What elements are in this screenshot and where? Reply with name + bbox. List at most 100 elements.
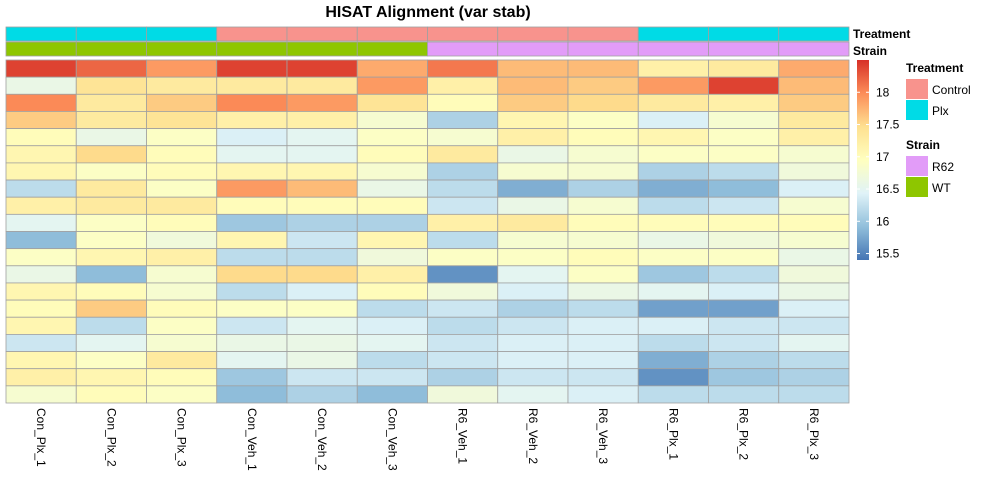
heatmap-cell [75, 333, 147, 352]
heatmap-cell [637, 368, 709, 387]
heatmap-cell [708, 282, 780, 301]
strain-annotation-cell [5, 41, 77, 57]
heatmap-cell [5, 145, 77, 164]
treatment-annotation-cell [146, 26, 218, 42]
heatmap-cell [708, 351, 780, 370]
heatmap-cell [286, 248, 358, 267]
treatment-annotation-cell [778, 26, 850, 42]
heatmap-cell [637, 385, 709, 404]
strain-annotation-label: Strain [853, 44, 887, 58]
heatmap-cell [637, 59, 709, 78]
heatmap-cell [5, 76, 77, 95]
heatmap-cell [75, 213, 147, 232]
heatmap-cell [427, 299, 499, 318]
heatmap-cell [146, 213, 218, 232]
heatmap-cell [216, 179, 288, 198]
heatmap-cell [708, 76, 780, 95]
heatmap-cell [778, 385, 850, 404]
heatmap-cell [637, 282, 709, 301]
heatmap-cell [778, 162, 850, 181]
heatmap-cell [146, 282, 218, 301]
heatmap-cell [356, 282, 428, 301]
heatmap-cell [497, 145, 569, 164]
heatmap-cell [5, 351, 77, 370]
column-label: Con_Veh_1 [245, 408, 259, 471]
heatmap-cell [427, 59, 499, 78]
heatmap-cell [356, 213, 428, 232]
heatmap-cell [567, 265, 639, 284]
treatment-annotation-label: Treatment [853, 27, 910, 41]
heatmap-cell [75, 179, 147, 198]
heatmap-cell [216, 76, 288, 95]
heatmap-cell [427, 111, 499, 129]
heatmap-cell [708, 93, 780, 112]
heatmap-cell [567, 213, 639, 232]
heatmap-cell [427, 351, 499, 370]
heatmap-cell [286, 93, 358, 112]
heatmap-cell [778, 111, 850, 129]
heatmap-cell [146, 111, 218, 129]
heatmap-cell [497, 196, 569, 215]
heatmap-cell [146, 59, 218, 78]
heatmap-cell [5, 231, 77, 250]
heatmap-cell [708, 231, 780, 250]
heatmap-cell [567, 282, 639, 301]
heatmap-cell [75, 368, 147, 387]
heatmap-cell [708, 145, 780, 164]
heatmap-cell [216, 231, 288, 250]
heatmap-cell [778, 59, 850, 78]
heatmap-cell [427, 333, 499, 352]
heatmap-cell [75, 351, 147, 370]
heatmap-cell [216, 368, 288, 387]
heatmap-cell [356, 76, 428, 95]
heatmap-cell [567, 248, 639, 267]
heatmap-cell [427, 248, 499, 267]
heatmap-cell [497, 333, 569, 352]
strain-annotation-cell [286, 41, 358, 57]
heatmap-cell [356, 299, 428, 318]
heatmap-cell [567, 145, 639, 164]
heatmap-cell [497, 368, 569, 387]
heatmap-cell [216, 333, 288, 352]
heatmap-cell [75, 59, 147, 78]
heatmap-cell [5, 59, 77, 78]
heatmap-cell [356, 316, 428, 335]
heatmap-cell [5, 368, 77, 387]
heatmap-cell [708, 128, 780, 147]
heatmap-cell [497, 179, 569, 198]
heatmap-cell [286, 162, 358, 181]
scale-tick-label: 16.5 [876, 182, 900, 196]
heatmap-cell [497, 265, 569, 284]
heatmap-cell [75, 385, 147, 404]
heatmap-cell [637, 145, 709, 164]
heatmap-cell [75, 111, 147, 129]
heatmap-cell [146, 385, 218, 404]
heatmap-cell [5, 213, 77, 232]
heatmap-cell [216, 213, 288, 232]
heatmap-cell [146, 299, 218, 318]
heatmap-cell [708, 59, 780, 78]
heatmap-cell [75, 196, 147, 215]
heatmap-cell [146, 93, 218, 112]
heatmap-cell [286, 145, 358, 164]
heatmap-cell [5, 265, 77, 284]
column-label: Con_Plx_2 [104, 408, 118, 467]
heatmap-cell [637, 299, 709, 318]
heatmap-cell [708, 111, 780, 129]
heatmap-cell [497, 213, 569, 232]
heatmap-cell [75, 265, 147, 284]
legend-swatch-wt [906, 177, 928, 197]
heatmap-cell [286, 179, 358, 198]
treatment-annotation-cell [75, 26, 147, 42]
heatmap-cell [708, 248, 780, 267]
heatmap-cell [5, 248, 77, 267]
heatmap-cell [708, 265, 780, 284]
strain-annotation-cell [427, 41, 499, 57]
heatmap-cell [497, 316, 569, 335]
heatmap-cell [778, 282, 850, 301]
heatmap-cell [286, 351, 358, 370]
heatmap-cell [708, 196, 780, 215]
heatmap-cell [356, 265, 428, 284]
heatmap-cell [708, 179, 780, 198]
